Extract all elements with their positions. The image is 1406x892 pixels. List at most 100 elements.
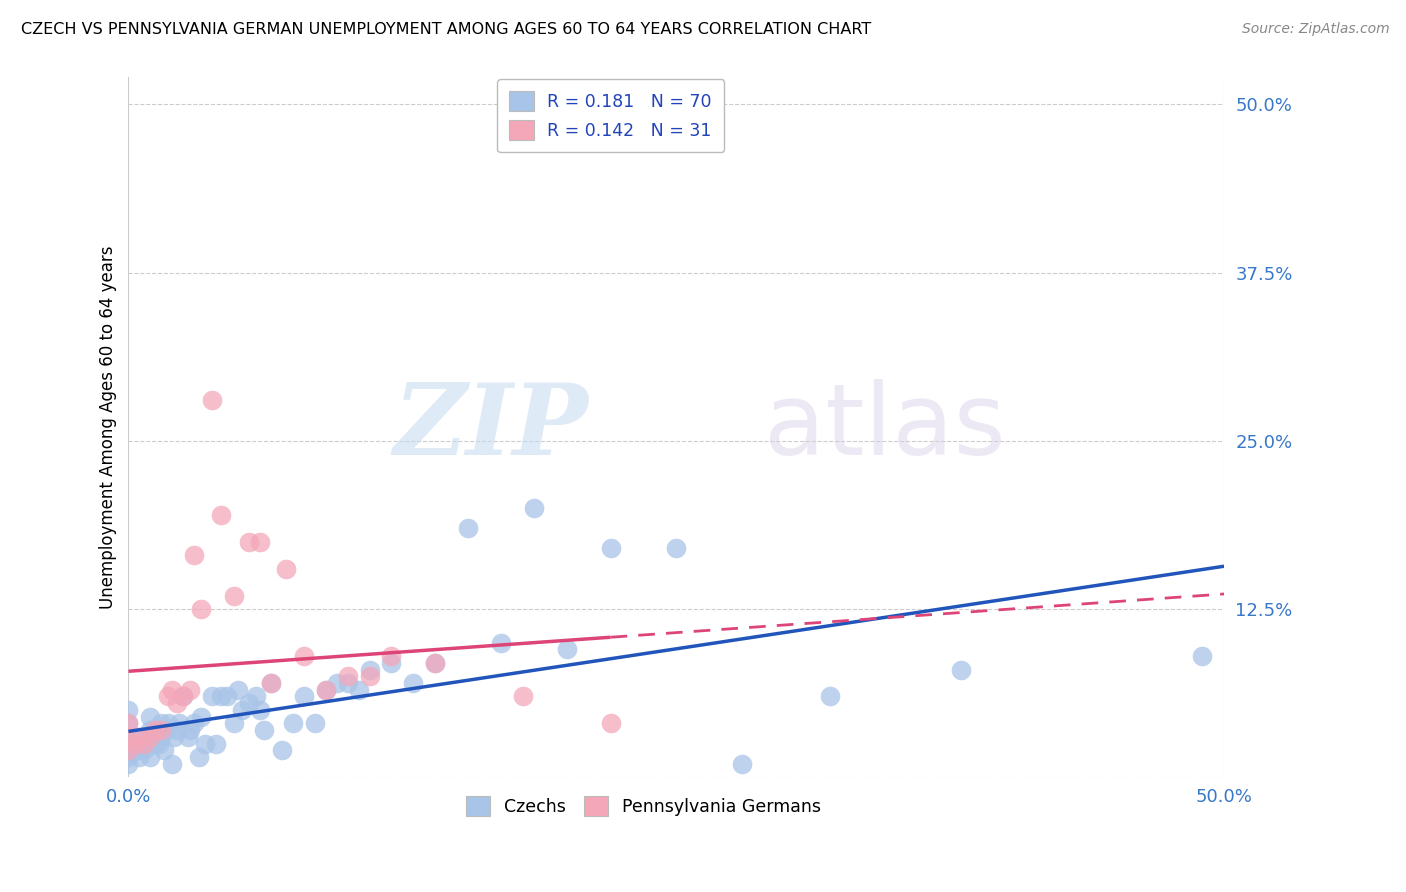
Text: atlas: atlas bbox=[763, 379, 1005, 475]
Point bbox=[128, 750, 150, 764]
Point bbox=[209, 690, 232, 704]
Point bbox=[176, 730, 198, 744]
Point bbox=[128, 730, 150, 744]
Point bbox=[162, 682, 184, 697]
Point bbox=[325, 676, 347, 690]
Point bbox=[172, 690, 194, 704]
Point bbox=[163, 730, 186, 744]
Point bbox=[190, 709, 212, 723]
Point bbox=[599, 716, 621, 731]
Point bbox=[117, 750, 139, 764]
Point bbox=[117, 756, 139, 771]
Point bbox=[512, 690, 534, 704]
Point bbox=[205, 737, 228, 751]
Point bbox=[292, 649, 315, 664]
Point bbox=[132, 737, 155, 751]
Point bbox=[315, 682, 337, 697]
Point bbox=[136, 737, 159, 751]
Point bbox=[117, 743, 139, 757]
Point bbox=[359, 663, 381, 677]
Point bbox=[245, 690, 267, 704]
Point bbox=[139, 709, 162, 723]
Point bbox=[359, 669, 381, 683]
Point bbox=[425, 656, 447, 670]
Point bbox=[166, 696, 188, 710]
Point bbox=[253, 723, 276, 738]
Legend: Czechs, Pennsylvania Germans: Czechs, Pennsylvania Germans bbox=[457, 787, 830, 824]
Y-axis label: Unemployment Among Ages 60 to 64 years: Unemployment Among Ages 60 to 64 years bbox=[100, 245, 117, 609]
Point bbox=[731, 756, 754, 771]
Point bbox=[222, 716, 245, 731]
Point bbox=[146, 730, 169, 744]
Point bbox=[523, 501, 546, 516]
Point bbox=[128, 743, 150, 757]
Point bbox=[139, 730, 162, 744]
Point bbox=[201, 690, 224, 704]
Point bbox=[336, 669, 359, 683]
Point bbox=[156, 690, 179, 704]
Point bbox=[143, 723, 166, 738]
Point bbox=[249, 703, 271, 717]
Point bbox=[238, 534, 260, 549]
Point bbox=[128, 730, 150, 744]
Point bbox=[172, 690, 194, 704]
Point bbox=[347, 682, 370, 697]
Point bbox=[156, 716, 179, 731]
Point bbox=[226, 682, 249, 697]
Point bbox=[139, 723, 162, 738]
Point bbox=[304, 716, 326, 731]
Point bbox=[150, 730, 173, 744]
Point bbox=[950, 663, 973, 677]
Point bbox=[179, 723, 201, 738]
Point bbox=[150, 716, 173, 731]
Point bbox=[143, 737, 166, 751]
Point bbox=[270, 743, 292, 757]
Point bbox=[190, 602, 212, 616]
Point bbox=[1191, 649, 1213, 664]
Point bbox=[281, 716, 304, 731]
Point bbox=[380, 656, 402, 670]
Point bbox=[260, 676, 283, 690]
Point bbox=[162, 756, 184, 771]
Point bbox=[402, 676, 425, 690]
Point bbox=[183, 716, 205, 731]
Point bbox=[201, 393, 224, 408]
Point bbox=[139, 750, 162, 764]
Point bbox=[194, 737, 217, 751]
Text: CZECH VS PENNSYLVANIA GERMAN UNEMPLOYMENT AMONG AGES 60 TO 64 YEARS CORRELATION : CZECH VS PENNSYLVANIA GERMAN UNEMPLOYMEN… bbox=[21, 22, 872, 37]
Point bbox=[336, 676, 359, 690]
Point bbox=[555, 642, 578, 657]
Point bbox=[238, 696, 260, 710]
Point bbox=[150, 723, 173, 738]
Point bbox=[425, 656, 447, 670]
Point bbox=[380, 649, 402, 664]
Point bbox=[217, 690, 239, 704]
Point bbox=[117, 730, 139, 744]
Point bbox=[222, 589, 245, 603]
Point bbox=[292, 690, 315, 704]
Point bbox=[187, 750, 209, 764]
Point bbox=[155, 723, 177, 738]
Point bbox=[152, 743, 174, 757]
Text: ZIP: ZIP bbox=[394, 379, 589, 475]
Point bbox=[260, 676, 283, 690]
Point bbox=[117, 730, 139, 744]
Point bbox=[315, 682, 337, 697]
Point bbox=[132, 743, 155, 757]
Point bbox=[139, 737, 162, 751]
Point bbox=[117, 716, 139, 731]
Point bbox=[117, 743, 139, 757]
Point bbox=[183, 548, 205, 562]
Point bbox=[124, 737, 146, 751]
Point bbox=[117, 716, 139, 731]
Point bbox=[599, 541, 621, 556]
Text: Source: ZipAtlas.com: Source: ZipAtlas.com bbox=[1241, 22, 1389, 37]
Point bbox=[148, 737, 170, 751]
Point bbox=[117, 737, 139, 751]
Point bbox=[276, 561, 298, 575]
Point bbox=[166, 723, 188, 738]
Point bbox=[209, 508, 232, 522]
Point bbox=[457, 521, 479, 535]
Point bbox=[489, 635, 512, 649]
Point bbox=[179, 682, 201, 697]
